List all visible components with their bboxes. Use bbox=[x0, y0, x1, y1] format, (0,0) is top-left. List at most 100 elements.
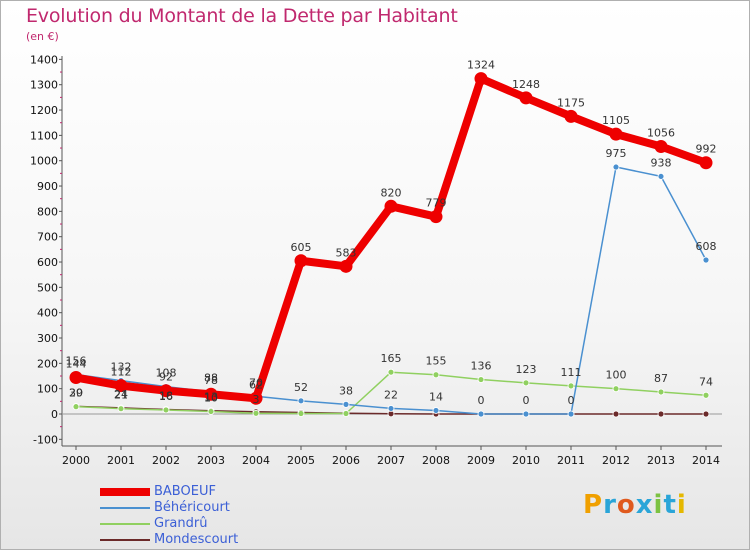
data-point bbox=[657, 388, 665, 396]
y-tick-label: 1100 bbox=[30, 129, 58, 142]
data-point bbox=[387, 405, 395, 412]
legend-swatch bbox=[100, 523, 150, 525]
logo-letter: P bbox=[583, 490, 604, 520]
data-point bbox=[702, 391, 710, 399]
x-tick-label: 2003 bbox=[197, 454, 225, 467]
x-tick-label: 2001 bbox=[107, 454, 135, 467]
data-point bbox=[342, 400, 350, 408]
x-tick-label: 2011 bbox=[557, 454, 585, 467]
data-point bbox=[72, 403, 80, 411]
legend: BABOEUF Béhéricourt Grandrû Mondescourt bbox=[100, 484, 238, 548]
data-label: 10 bbox=[204, 391, 218, 404]
legend-label: Béhéricourt bbox=[154, 500, 230, 515]
y-tick-label: 900 bbox=[37, 180, 58, 193]
data-label: 938 bbox=[651, 156, 672, 169]
data-label: 22 bbox=[384, 388, 398, 401]
data-point bbox=[117, 405, 125, 413]
data-point bbox=[159, 384, 173, 398]
x-tick-label: 2000 bbox=[62, 454, 90, 467]
data-label: 1175 bbox=[557, 96, 585, 109]
data-point bbox=[249, 391, 263, 405]
data-label: 605 bbox=[291, 241, 312, 254]
data-label: 87 bbox=[654, 372, 668, 385]
data-label: 112 bbox=[111, 366, 132, 379]
data-point bbox=[69, 371, 83, 385]
data-point bbox=[294, 254, 308, 268]
data-point bbox=[429, 210, 443, 224]
data-point bbox=[612, 410, 620, 418]
data-label: 88 bbox=[204, 372, 218, 385]
x-tick-label: 2012 bbox=[602, 454, 630, 467]
data-label: 78 bbox=[204, 374, 218, 387]
data-point bbox=[567, 382, 575, 390]
data-label: 1248 bbox=[512, 78, 540, 91]
data-label: 820 bbox=[381, 186, 402, 199]
data-point bbox=[612, 385, 620, 393]
data-point bbox=[567, 410, 575, 418]
data-point bbox=[522, 410, 530, 418]
data-label: 1324 bbox=[467, 59, 495, 72]
data-label: 1105 bbox=[602, 114, 630, 127]
data-label: 62 bbox=[249, 378, 263, 391]
x-tick-label: 2013 bbox=[647, 454, 675, 467]
y-tick-label: 800 bbox=[37, 205, 58, 218]
data-label: 16 bbox=[159, 390, 173, 403]
data-label: 29 bbox=[69, 387, 83, 400]
data-point bbox=[699, 156, 713, 170]
data-label: 14 bbox=[429, 390, 443, 403]
data-point bbox=[654, 140, 668, 154]
legend-swatch bbox=[100, 539, 150, 541]
data-label: 165 bbox=[381, 352, 402, 365]
data-point bbox=[204, 387, 218, 401]
legend-label: BABOEUF bbox=[154, 484, 216, 499]
data-point bbox=[564, 109, 578, 123]
data-point bbox=[252, 409, 260, 417]
data-label: 13 bbox=[204, 391, 218, 404]
data-label: 3 bbox=[253, 393, 260, 406]
data-point bbox=[702, 256, 710, 264]
y-tick-label: 700 bbox=[37, 231, 58, 244]
y-tick-label: 500 bbox=[37, 281, 58, 294]
data-point bbox=[387, 368, 395, 376]
data-point bbox=[342, 410, 350, 417]
y-tick-label: 200 bbox=[37, 357, 58, 370]
data-label: 583 bbox=[336, 246, 357, 259]
legend-label: Mondescourt bbox=[154, 532, 239, 547]
y-tick-label: 600 bbox=[37, 256, 58, 269]
x-tick-label: 2007 bbox=[377, 454, 405, 467]
proxiti-logo: Proxiti bbox=[583, 490, 687, 520]
data-label: 38 bbox=[339, 384, 353, 397]
data-label: 92 bbox=[159, 371, 173, 384]
x-tick-label: 2010 bbox=[512, 454, 540, 467]
data-label: 1056 bbox=[647, 127, 675, 140]
x-tick-label: 2005 bbox=[287, 454, 315, 467]
data-point bbox=[207, 408, 215, 415]
data-label: 52 bbox=[294, 381, 308, 394]
data-label: 111 bbox=[561, 366, 582, 379]
legend-item: Mondescourt bbox=[100, 532, 238, 548]
data-label: 975 bbox=[606, 147, 627, 160]
data-point bbox=[432, 407, 440, 414]
data-point bbox=[384, 199, 398, 213]
logo-letter: o bbox=[616, 490, 636, 520]
data-label: 608 bbox=[696, 240, 717, 253]
y-tick-label: 0 bbox=[51, 408, 58, 421]
data-point bbox=[477, 410, 485, 418]
data-label: 0 bbox=[523, 394, 530, 407]
y-tick-label: -100 bbox=[33, 433, 58, 446]
legend-swatch bbox=[100, 507, 150, 509]
x-tick-label: 2014 bbox=[692, 454, 720, 467]
legend-label: Grandrû bbox=[154, 516, 208, 531]
data-point bbox=[114, 379, 128, 393]
data-label: 992 bbox=[696, 143, 717, 156]
logo-letter: x bbox=[635, 490, 654, 520]
x-tick-label: 2004 bbox=[242, 454, 270, 467]
logo-letter: i bbox=[676, 490, 687, 520]
chart-title: Evolution du Montant de la Dette par Hab… bbox=[26, 5, 458, 27]
data-label: 0 bbox=[478, 394, 485, 407]
data-label: 156 bbox=[66, 354, 87, 367]
y-tick-label: 1400 bbox=[30, 53, 58, 66]
data-label: 30 bbox=[69, 386, 83, 399]
